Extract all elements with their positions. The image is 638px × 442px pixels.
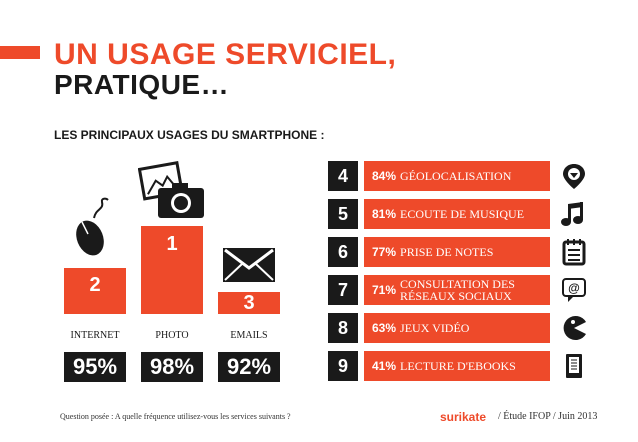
usage-label: JEUX VIDÉO [400,321,470,335]
camera-photo-icon [138,161,204,218]
usage-strip: 71% CONSULTATION DES RÉSEAUX SOCIAUX [364,275,550,305]
accent-bar [0,46,40,59]
usage-label: CONSULTATION DES RÉSEAUX SOCIAUX [400,277,515,303]
bar-emails [218,292,280,314]
usage-percent: 84% [372,169,397,183]
subtitle: LES PRINCIPAUX USAGES DU SMARTPHONE : [54,128,325,142]
notepad-icon [562,239,586,266]
value-label-photo: 98% [141,352,203,382]
title-line-1: UN USAGE SERVICIEL, [54,38,397,71]
svg-text:@: @ [568,281,580,295]
rank-number: 5 [328,199,358,229]
usage-percent: 63% [372,321,397,335]
bar-rank-photo: 1 [166,233,178,255]
brand-logo: surikate [440,410,487,424]
ereader-icon [566,354,582,378]
usage-strip: 63% JEUX VIDÉO [364,313,550,343]
usage-percent: 71% [372,283,397,297]
bar-internet [64,268,126,314]
title-line-2: PRATIQUE… [54,69,230,100]
category-label-internet: INTERNET [70,330,120,341]
usage-percent: 81% [372,207,397,221]
category-label-photo: PHOTO [155,330,189,341]
value-label-emails: 92% [218,352,280,382]
usage-label: LECTURE D'EBOOKS [400,359,516,373]
survey-question: Question posée : A quelle fréquence util… [60,412,291,421]
bar-rank-internet: 2 [89,274,101,296]
usage-strip: 77% PRISE DE NOTES [364,237,550,267]
rank-number: 9 [328,351,358,381]
usage-strip: 41% LECTURE D'EBOOKS [364,351,550,381]
at-sign-speech-icon: @ [562,278,586,302]
bar-photo [141,226,203,314]
study-source: / Étude IFOP / Juin 2013 [498,411,598,422]
pacman-icon [563,316,586,340]
usage-label: PRISE DE NOTES [400,245,494,259]
category-label-emails: EMAILS [230,330,268,341]
value-label-internet: 95% [64,352,126,382]
rank-number: 4 [328,161,358,191]
envelope-icon [223,248,275,282]
rank-number: 8 [328,313,358,343]
usage-percent: 41% [372,359,397,373]
rank-number: 7 [328,275,358,305]
usage-strip: 84% GÉOLOCALISATION [364,161,550,191]
page-title: UN USAGE SERVICIEL, PRATIQUE… [54,40,396,100]
mouse-icon [76,197,109,256]
usage-label: ECOUTE DE MUSIQUE [400,207,525,221]
rank-number: 6 [328,237,358,267]
location-pin-icon [563,164,585,189]
usage-percent: 77% [372,245,397,259]
usage-label: GÉOLOCALISATION [400,169,512,183]
usage-strip: 81% ECOUTE DE MUSIQUE [364,199,550,229]
music-note-icon [561,202,583,226]
bar-rank-emails: 3 [243,292,255,314]
